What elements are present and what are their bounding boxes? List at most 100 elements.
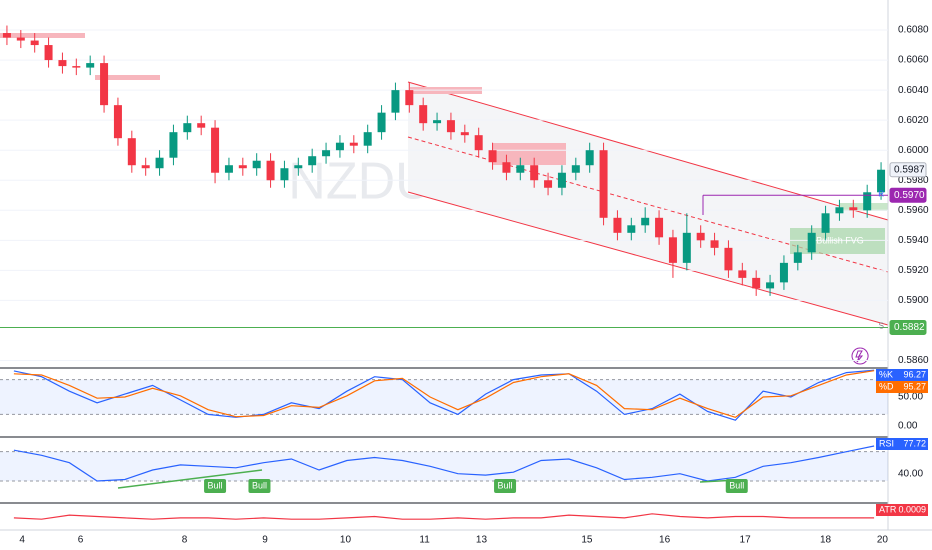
- signal-box: [494, 479, 517, 493]
- legend-box: [876, 369, 928, 381]
- price-tag: [889, 162, 927, 178]
- supply-zone: [493, 143, 566, 165]
- x-tick-label: 16: [659, 535, 671, 546]
- candle-body: [363, 132, 372, 146]
- signal-box: [725, 479, 748, 493]
- candle-body: [433, 120, 442, 124]
- candle-body: [710, 240, 719, 248]
- x-tick-label: 4: [19, 535, 25, 546]
- candle-body: [446, 120, 455, 133]
- indicator-line: [13, 445, 875, 482]
- y-tick-label: 0.00: [898, 421, 918, 432]
- candle-body: [405, 90, 414, 106]
- x-tick-label: 20: [877, 535, 889, 546]
- signal-label: Bull: [498, 480, 513, 490]
- candle-body: [752, 277, 761, 289]
- candle-body: [86, 63, 95, 68]
- candle-body: [419, 105, 428, 124]
- candle-body: [793, 252, 802, 263]
- channel-lower: [407, 191, 889, 326]
- candle-body: [460, 132, 469, 136]
- y-tick-label: 0.5900: [898, 295, 929, 306]
- candle-body: [308, 156, 317, 166]
- price-tag-label: 0.5987: [894, 164, 925, 175]
- signal-box: [248, 479, 271, 493]
- candle-body: [585, 150, 594, 166]
- y-tick-label: 0.5980: [898, 175, 929, 186]
- y-tick-label: 0.6080: [898, 25, 929, 36]
- candle-body: [100, 63, 109, 106]
- x-tick-label: 10: [340, 535, 352, 546]
- legend-name: %K: [879, 369, 893, 379]
- legend-box: [876, 504, 928, 516]
- candle-body: [335, 142, 344, 151]
- candle-body: [252, 160, 261, 169]
- signal-label: Bull: [252, 480, 267, 490]
- divergence: [117, 469, 263, 489]
- supply-zone: [95, 75, 160, 80]
- candle-body: [488, 150, 497, 163]
- candle-body: [821, 213, 830, 233]
- channel-fill: [408, 82, 888, 325]
- candle-body: [377, 112, 386, 133]
- candle-body: [641, 217, 650, 226]
- candle-body: [807, 232, 816, 253]
- y-tick-label: 0.6020: [898, 115, 929, 126]
- legend-value: 95.27: [903, 381, 926, 391]
- candle-body: [169, 132, 178, 158]
- legend-value: 77.72: [903, 438, 926, 448]
- s-label: S: [879, 322, 884, 331]
- signal-label: Bull: [208, 480, 223, 490]
- candle-body: [557, 172, 566, 188]
- legend-value: 0.0009: [898, 504, 926, 514]
- candle-body: [599, 150, 608, 218]
- x-tick-label: 18: [820, 535, 832, 546]
- candle-body: [682, 232, 691, 263]
- candle-body: [779, 262, 788, 283]
- indicator-line: [13, 369, 875, 421]
- candle-body: [294, 165, 303, 169]
- candle-body: [696, 232, 705, 241]
- x-tick-label: 11: [419, 535, 430, 546]
- candle-body: [863, 192, 872, 211]
- candle-body: [211, 127, 220, 173]
- candle-body: [571, 165, 580, 173]
- legend-name: %D: [879, 381, 894, 391]
- indicator-line: [13, 370, 875, 418]
- r-label: R: [878, 189, 884, 198]
- candle-body: [516, 165, 525, 173]
- candle-body: [266, 160, 275, 181]
- candle-body: [668, 237, 677, 263]
- alert-icon: [851, 347, 869, 365]
- candle-body: [2, 33, 11, 38]
- fvg-label: Bullish FVG: [816, 235, 864, 245]
- supply-zone: [0, 33, 85, 38]
- y-tick-label: 0.5940: [898, 235, 929, 246]
- candle-body: [72, 66, 81, 68]
- candle-body: [835, 207, 844, 214]
- y-tick-label: 0.5920: [898, 265, 929, 276]
- candle-body: [474, 135, 483, 151]
- x-tick-label: 8: [182, 535, 188, 546]
- candle-body: [113, 105, 122, 139]
- candle-body: [849, 207, 858, 211]
- candle-body: [502, 162, 511, 173]
- legend-box: [876, 438, 928, 450]
- y-tick-label: 0.5960: [898, 205, 929, 216]
- price-tag: [889, 187, 927, 203]
- candle-body: [766, 282, 775, 289]
- channel-upper: [407, 81, 889, 221]
- legend-box: [876, 381, 928, 393]
- candle-body: [655, 217, 664, 238]
- candle-body: [627, 225, 636, 233]
- candle-body: [238, 165, 247, 169]
- candle-body: [322, 150, 331, 157]
- legend-name: RSI: [879, 438, 894, 448]
- candle-body: [127, 138, 136, 166]
- candle-body: [877, 169, 886, 193]
- x-tick-label: 17: [740, 535, 752, 546]
- legend-value: 96.27: [903, 369, 926, 379]
- signal-box: [204, 479, 227, 493]
- candle-body: [16, 37, 25, 41]
- candle-body: [280, 168, 289, 181]
